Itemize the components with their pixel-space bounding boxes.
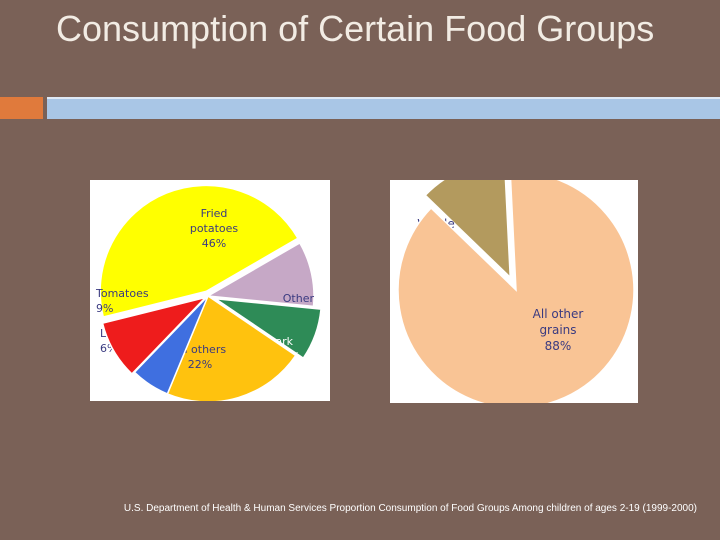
pie-slice-all-other [397,171,635,409]
food-groups-pie-chart: Friedpotatoes46%Otherpotatoes10%Darkgree… [95,184,322,403]
slide-title: Consumption of Certain Food Groups [56,8,655,49]
food-groups-pie-panel: Friedpotatoes46%Otherpotatoes10%Darkgree… [90,180,330,403]
pie-slice-fried [99,184,299,318]
accent-bar-orange [0,97,43,119]
pie-label-fried: Fried potatoes 46% [190,207,239,250]
accent-line [47,97,720,99]
source-caption: U.S. Department of Health & Human Servic… [123,503,697,514]
pie-slice-legumes [133,295,209,395]
pie-label-tomatoes: Tomatoes 9% [95,287,149,315]
accent-bar-blue [47,97,720,119]
pie-slice-tomatoes [101,296,208,375]
pie-slice-dark [215,297,322,360]
pie-label-all-other: All other grains 88% [533,307,584,353]
pie-slice-other [205,241,315,308]
pie-slice-all-others [166,294,297,403]
